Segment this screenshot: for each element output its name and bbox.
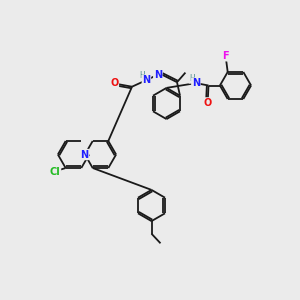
Text: N: N — [80, 149, 88, 160]
Text: F: F — [223, 51, 229, 61]
Text: H: H — [139, 70, 145, 80]
Text: O: O — [204, 98, 212, 108]
Text: H: H — [189, 74, 195, 83]
Text: N: N — [142, 75, 151, 85]
Text: O: O — [110, 78, 118, 88]
Text: N: N — [154, 70, 162, 80]
Text: N: N — [192, 78, 200, 88]
Text: Cl: Cl — [50, 167, 61, 177]
